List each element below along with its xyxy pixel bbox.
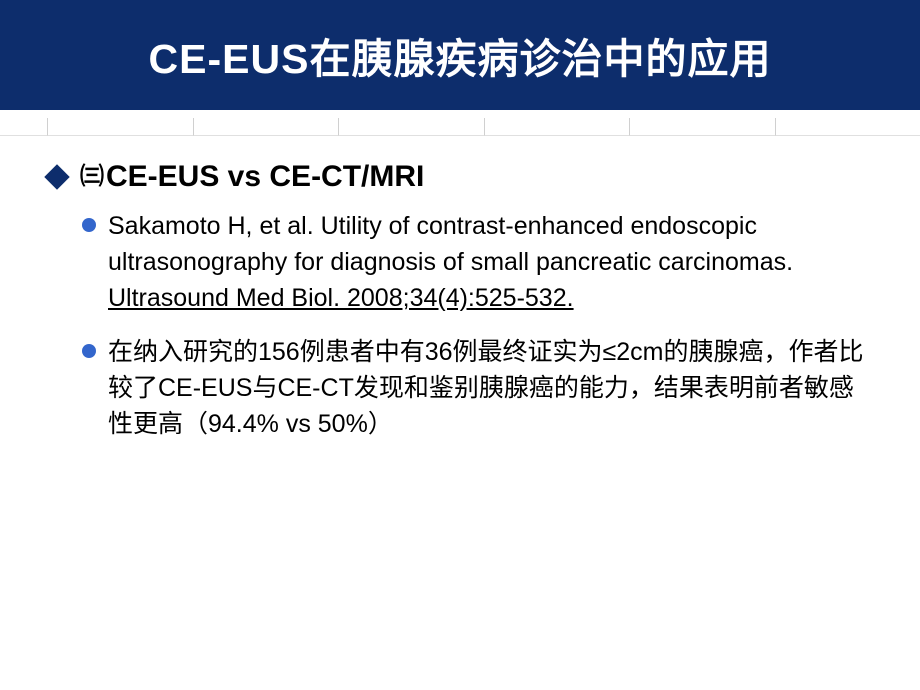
divider-cell <box>630 118 776 136</box>
bullet-text-plain: Sakamoto H, et al. Utility of contrast-e… <box>108 212 793 276</box>
divider-cell <box>0 118 48 136</box>
bullet-item: Sakamoto H, et al. Utility of contrast-e… <box>82 208 872 316</box>
divider-cell <box>485 118 631 136</box>
slide-title: CE-EUS在胰腺疾病诊治中的应用 <box>149 25 772 85</box>
bullet-text: Sakamoto H, et al. Utility of contrast-e… <box>108 208 872 316</box>
divider-row <box>0 110 920 140</box>
section-heading: ㈢ CE-EUS vs CE-CT/MRI <box>48 160 872 194</box>
divider-cell <box>339 118 485 136</box>
slide-header: CE-EUS在胰腺疾病诊治中的应用 <box>0 0 920 110</box>
divider-cell <box>194 118 340 136</box>
bullet-text: 在纳入研究的156例患者中有36例最终证实为≤2cm的胰腺癌，作者比较了CE-E… <box>108 334 872 442</box>
slide-content: ㈢ CE-EUS vs CE-CT/MRI Sakamoto H, et al.… <box>0 140 920 442</box>
circle-bullet-icon <box>82 218 96 232</box>
bullet-item: 在纳入研究的156例患者中有36例最终证实为≤2cm的胰腺癌，作者比较了CE-E… <box>82 334 872 442</box>
divider-cell <box>48 118 194 136</box>
circle-bullet-icon <box>82 344 96 358</box>
divider-cell <box>776 118 920 136</box>
bullet-text-plain: 在纳入研究的156例患者中有36例最终证实为≤2cm的胰腺癌，作者比较了CE-E… <box>108 338 863 438</box>
diamond-bullet-icon <box>44 164 69 189</box>
bullet-text-citation: Ultrasound Med Biol. 2008;34(4):525-532. <box>108 284 574 312</box>
section-number: ㈢ <box>80 160 104 194</box>
section-heading-text: CE-EUS vs CE-CT/MRI <box>106 160 424 194</box>
